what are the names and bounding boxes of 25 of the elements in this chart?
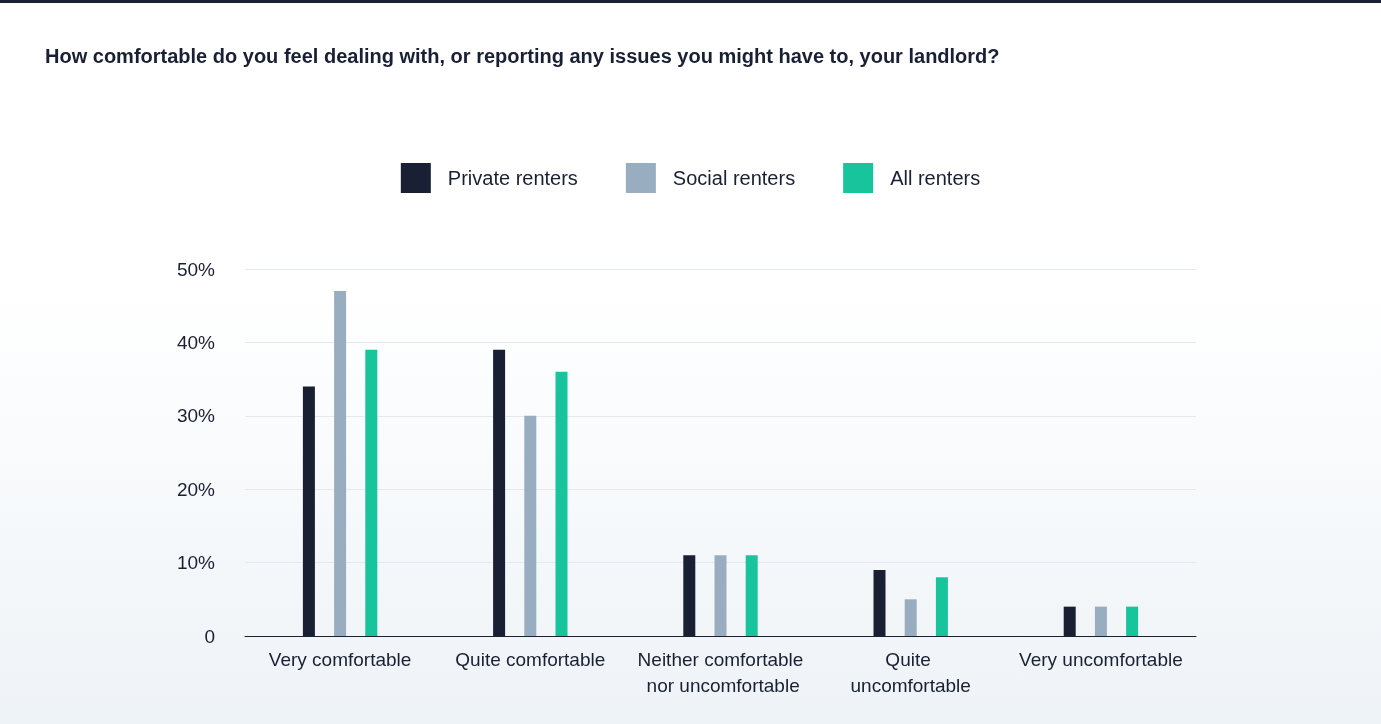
bar: [1126, 606, 1139, 636]
legend-label: All renters: [890, 167, 981, 189]
legend-label: Social renters: [672, 167, 796, 189]
bar: [904, 599, 917, 636]
y-tick-label: 30%: [176, 405, 216, 427]
y-tick-label: 50%: [176, 258, 216, 280]
bar: [524, 415, 537, 636]
x-tick-label: Quite uncomfortable: [850, 648, 971, 696]
y-tick-label: 0: [204, 625, 215, 647]
bar: [1094, 606, 1107, 636]
x-tick-label: Very uncomfortable: [1019, 648, 1183, 670]
chart-title: How comfortable do you feel dealing with, or reporting any issues you might have to, your landlord?: [45, 45, 1000, 67]
bar: [555, 371, 568, 636]
bar: [745, 555, 758, 636]
x-tick-label: Very comfortable: [268, 648, 412, 670]
bar: [935, 577, 948, 636]
bar: [334, 291, 347, 636]
bar: [365, 349, 378, 636]
x-tick-label: Quite comfortable: [455, 648, 606, 670]
x-tick-label: Neither comfortable nor uncomfortable: [637, 648, 804, 696]
y-tick-label: 10%: [176, 552, 216, 574]
y-tick-label: 40%: [176, 331, 216, 353]
bar: [714, 555, 727, 636]
legend-label: Private renters: [447, 167, 578, 189]
y-tick-label: 20%: [176, 478, 216, 500]
